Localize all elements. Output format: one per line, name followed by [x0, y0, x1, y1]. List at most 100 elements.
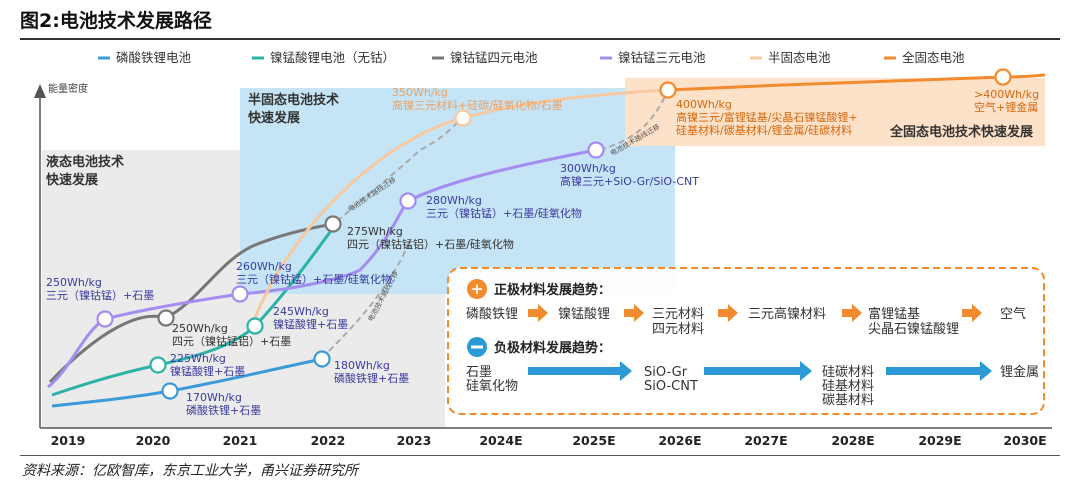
x-tick-2024E: 2024E: [479, 433, 522, 448]
point-label-12-value: >400Wh/kg: [974, 88, 1039, 101]
era-solid: 全固态电池技术快速发展: [889, 124, 1034, 140]
point-label-9-value: 300Wh/kg: [560, 162, 616, 175]
point-label-1-desc: 磷酸铁锂+石墨: [334, 371, 409, 385]
point-6: [96, 310, 114, 328]
point-5: [324, 215, 342, 233]
point-7: [231, 285, 249, 303]
anode-arrow-2: [886, 361, 992, 381]
migration-path-3: [599, 89, 669, 151]
cathode-item-4-line0: 富锂锰基: [868, 306, 920, 322]
point-12: [994, 68, 1012, 86]
point-label-0-value: 170Wh/kg: [186, 391, 242, 404]
cathode-item-1-line0: 镍锰酸锂: [558, 307, 610, 322]
migration-path-2: [321, 239, 411, 359]
point-label-6-value: 250Wh/kg: [46, 276, 102, 289]
point-label-11-desc: 高镍三元/富锂锰基/尖晶石镍锰酸锂+: [676, 110, 858, 124]
point-label-5-desc: 四元（镍钴锰铝）+石墨/硅氧化物: [347, 237, 514, 251]
legend-label-3: 镍钴锰三元电池: [618, 50, 706, 65]
legend-label-0: 磷酸铁锂电池: [116, 50, 192, 65]
point-labels: 170Wh/kg磷酸铁锂+石墨180Wh/kg磷酸铁锂+石墨225Wh/kg镍锰…: [46, 86, 1039, 417]
cathode-title: 正极材料发展趋势：: [494, 282, 611, 298]
point-label-0-desc: 磷酸铁锂+石墨: [186, 403, 261, 417]
anode-item-1-line1: SiO-CNT: [644, 379, 698, 394]
point-label-9-desc: 高镍三元+SiO-Gr/SiO-CNT: [560, 174, 699, 188]
x-tick-2019: 2019: [51, 433, 86, 448]
cathode-arrow-3: [842, 304, 862, 322]
anode-item-1-line0: SiO-Gr: [644, 365, 688, 380]
point-label-8-desc: 三元（镍钴锰）+石墨/硅氧化物: [426, 206, 582, 220]
figure-title: 图2:电池技术发展路径: [20, 10, 212, 32]
x-tick-2021: 2021: [223, 433, 258, 448]
cathode-item-5-line0: 空气: [1000, 306, 1026, 322]
point-label-8-value: 280Wh/kg: [426, 194, 482, 207]
title-divider: [20, 38, 1060, 40]
anode-item-2-line1: 硅基材料: [822, 379, 874, 394]
point-label-4-value: 250Wh/kg: [172, 322, 228, 335]
point-9: [587, 141, 605, 159]
point-label-2-value: 225Wh/kg: [170, 352, 226, 365]
cathode-arrow-2: [718, 304, 738, 322]
point-label-1-value: 180Wh/kg: [334, 359, 390, 372]
point-10: [454, 109, 472, 127]
anode-title: 负极材料发展趋势：: [494, 340, 611, 356]
era-bg-liquid-lower: [240, 294, 445, 428]
era-semi-line1: 半固态电池技术: [248, 92, 339, 108]
x-tick-2026E: 2026E: [658, 433, 701, 448]
cathode-arrow-4: [962, 304, 982, 322]
point-label-7-desc: 三元（镍钴锰）+石墨/硅氧化物: [236, 272, 392, 286]
point-label-6-desc: 三元（镍钴锰）+石墨: [46, 288, 154, 302]
anode-arrow-1: [704, 361, 812, 381]
point-label-10-desc: 高镍三元材料+硅碳/硅氧化物/石墨: [392, 98, 563, 112]
y-axis-arrow: [34, 84, 46, 98]
point-label-4-desc: 四元（镍钴锰铝）+石墨: [172, 334, 291, 348]
x-tick-2023: 2023: [397, 433, 432, 448]
era-bg-liquid: [42, 150, 242, 428]
point-11: [659, 81, 677, 99]
era-liquid-line2: 快速发展: [46, 172, 99, 188]
cathode-arrow-0: [528, 304, 548, 322]
point-2: [149, 356, 167, 374]
point-1: [313, 350, 331, 368]
anode-item-2-line2: 碳基材料: [822, 393, 874, 408]
point-label-12-desc: 空气+锂金属: [974, 100, 1038, 114]
era-semi-line2: 快速发展: [248, 110, 301, 126]
point-label-3-desc: 镍锰酸锂+石墨: [273, 317, 348, 331]
point-label-3-value: 245Wh/kg: [273, 305, 329, 318]
x-tick-2028E: 2028E: [831, 433, 874, 448]
migration-path-1: [329, 117, 463, 229]
x-tick-2022: 2022: [311, 433, 346, 448]
x-tick-2025E: 2025E: [572, 433, 615, 448]
point-0: [161, 382, 179, 400]
cathode-item-2-line1: 四元材料: [652, 322, 704, 337]
source-divider: [20, 455, 1060, 456]
legend-label-4: 半固态电池: [768, 50, 831, 65]
point-3: [246, 317, 264, 335]
x-tick-2030E: 2030E: [1003, 433, 1046, 448]
cathode-item-4-line1: 尖晶石镍锰酸锂: [868, 322, 959, 337]
legend-label-2: 镍钴锰四元电池: [450, 50, 538, 65]
cathode-item-0-line0: 磷酸铁锂: [466, 307, 518, 322]
y-axis-title: 能量密度: [48, 82, 88, 95]
point-4: [157, 309, 175, 327]
series-line-5: [667, 73, 1046, 92]
legend-label-1: 镍锰酸锂电池（无钴）: [270, 50, 395, 65]
anode-item-0-line1: 硅氧化物: [466, 379, 518, 394]
cathode-item-3-line0: 三元高镍材料: [748, 306, 826, 322]
x-tick-2020: 2020: [136, 433, 171, 448]
point-8: [399, 192, 417, 210]
plus-icon: [467, 279, 487, 299]
era-liquid-line1: 液态电池技术: [46, 154, 124, 170]
series-line-1: [51, 224, 337, 397]
series-line-2: [48, 222, 334, 384]
point-label-11-desc2: 硅基材料/碳基材料/锂金属/硅碳材料: [676, 123, 852, 137]
cathode-item-2-line0: 三元材料: [652, 307, 704, 322]
x-tick-2029E: 2029E: [918, 433, 961, 448]
cathode-arrow-1: [624, 304, 644, 322]
point-label-7-value: 260Wh/kg: [236, 260, 292, 273]
point-label-2-desc: 镍锰酸锂+石墨: [170, 364, 245, 378]
x-tick-2027E: 2027E: [744, 433, 787, 448]
point-label-11-value: 400Wh/kg: [676, 98, 732, 111]
anode-arrow-0: [528, 361, 632, 381]
series-points: [96, 68, 1012, 400]
